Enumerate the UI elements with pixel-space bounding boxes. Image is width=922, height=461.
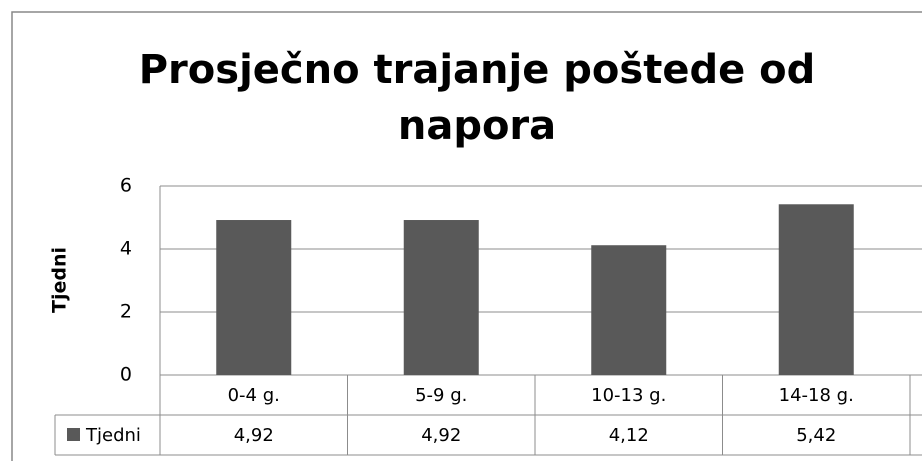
legend-swatch	[67, 428, 80, 441]
y-tick-label: 0	[120, 364, 132, 386]
data-label: 4,92	[421, 425, 461, 446]
data-label: 5,42	[796, 425, 836, 446]
bar	[591, 245, 667, 375]
y-axis-title: Tjedni	[49, 247, 71, 313]
y-tick-label: 6	[120, 175, 132, 197]
y-tick-label: 2	[120, 301, 132, 323]
x-tick-label: 10-13 g.	[591, 385, 666, 406]
bar	[403, 220, 479, 375]
x-tick-label: 5-9 g.	[415, 385, 467, 406]
bar	[778, 204, 854, 375]
data-label: 4,12	[609, 425, 649, 446]
data-label: 4,92	[234, 425, 274, 446]
chart-title: Prosječno trajanje poštede od napora	[139, 47, 816, 149]
legend-label: Tjedni	[85, 425, 141, 446]
x-tick-label: 14-18 g.	[779, 385, 854, 406]
y-tick-label: 4	[120, 238, 132, 260]
x-tick-label: 0-4 g.	[228, 385, 280, 406]
bar	[216, 220, 292, 375]
